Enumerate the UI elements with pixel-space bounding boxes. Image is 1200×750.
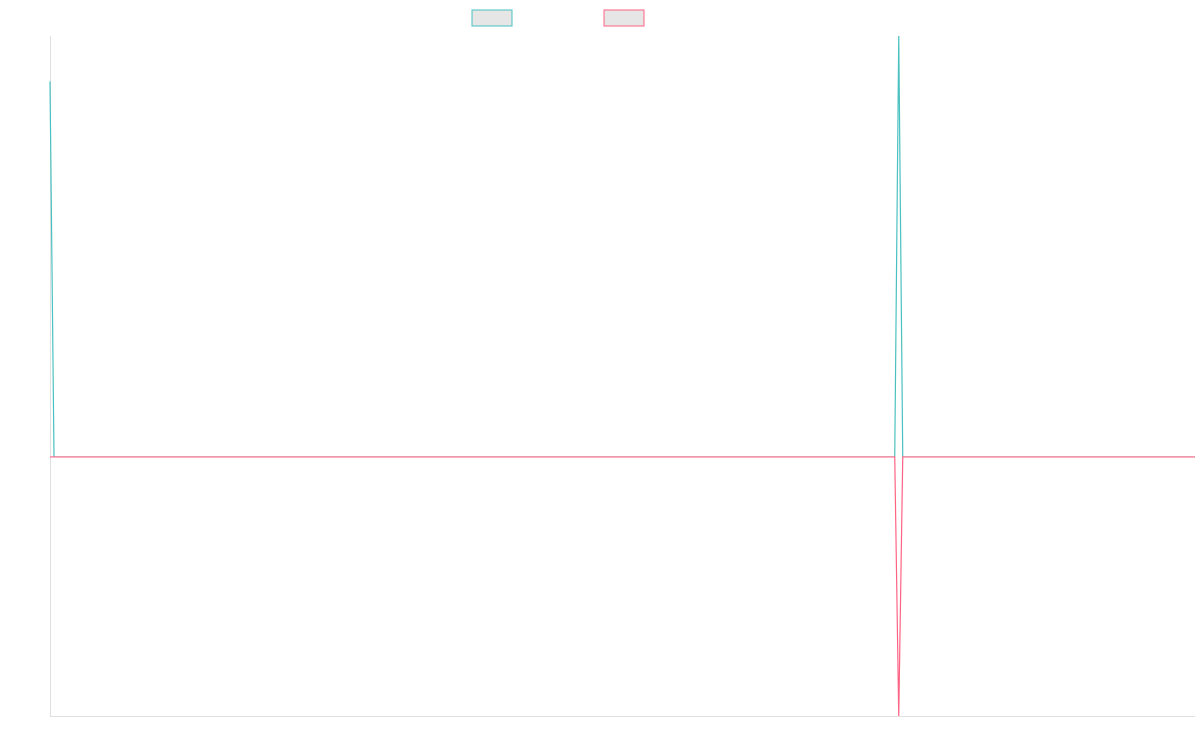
- legend-swatch: [603, 9, 645, 27]
- series-line: [50, 456, 1195, 717]
- legend-swatch: [471, 9, 513, 27]
- series-line: [49, 35, 1195, 458]
